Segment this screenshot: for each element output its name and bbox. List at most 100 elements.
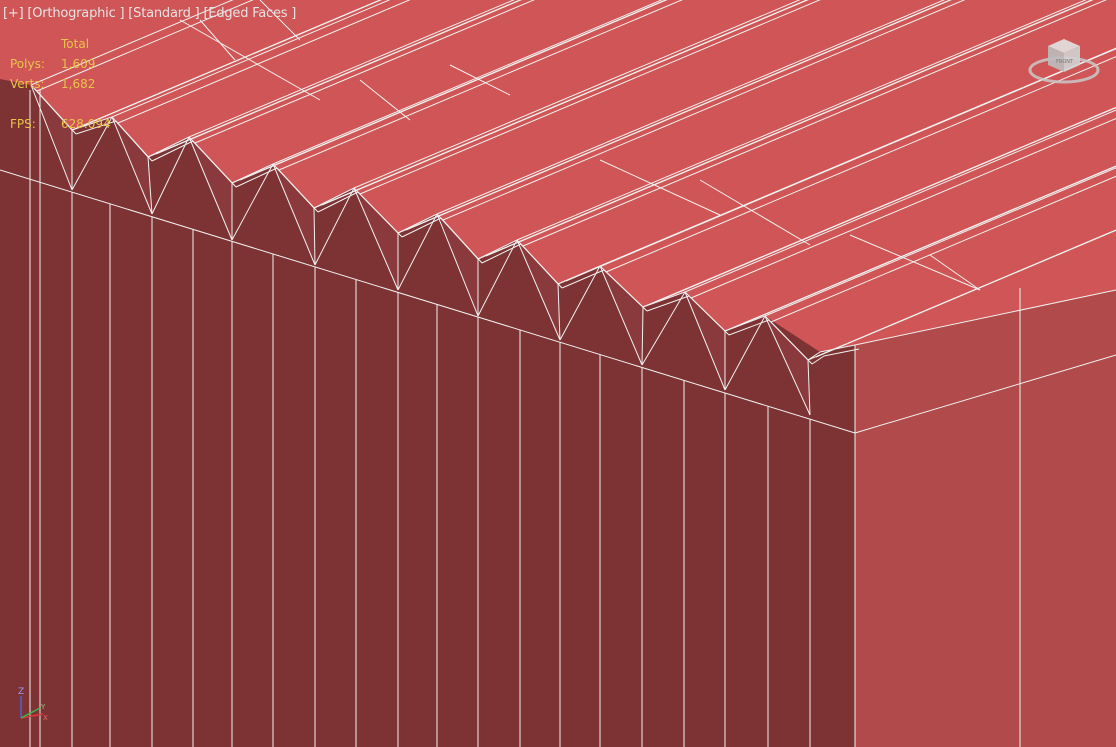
eave-edge [481,243,522,264]
axis-y-label: Y [40,703,46,711]
eave-edge [440,217,483,264]
eave-edge [75,120,117,135]
eave-edge [561,269,605,289]
verts-label: Verts: [10,77,45,91]
corrugation-edge [477,239,518,317]
roof-ridge-edge [436,0,946,215]
plank-seam-edge [699,179,811,246]
roof-valley-edge [565,48,1116,282]
roof-valley-edge [650,107,1116,305]
right-wall-top-edge [854,289,1116,346]
roof-valley-edge [732,165,1116,329]
corrugation-edge [231,163,274,241]
corrugation-edge [71,116,113,191]
corrugation-edge [684,291,726,391]
roof-valley-edge [485,0,1094,257]
plank-seam-edge [599,159,721,216]
plank-seam-edge [179,19,321,101]
roof-ridge-edge [272,0,663,165]
right-wall-face [855,290,1116,747]
corrugation-edge [111,116,153,215]
roof-valley-edge [239,0,668,181]
eave-edge [646,295,690,312]
corrugation-edge [724,315,766,391]
eave-edge [34,88,77,135]
polys-label: Polys: [10,57,45,71]
corrugation-edge [764,315,811,416]
eave-edge [811,355,825,365]
corrugation-edge [353,187,399,291]
eave-edge [401,217,442,238]
corrugation-edge [599,265,643,366]
corrugation-edge [559,265,601,341]
edged-faces-button[interactable]: [Edged Faces ] [203,6,297,21]
roof-valley-edge [155,0,523,155]
wall-seam-edge [854,354,1116,434]
eave-edge [192,140,237,188]
wall-seam-edge [0,169,856,434]
plank-seam-edge [449,64,511,96]
roof-top-face [0,0,1116,352]
axis-z-label: Z [18,687,24,697]
roof-ridge-edge [684,109,1116,293]
corrugation-edge [151,136,190,215]
roof-ridge-edge [516,0,1087,241]
viewport-menu-button[interactable]: [+] [3,6,24,21]
axis-tripod-icon: Z X Y [18,687,48,722]
polys-value: 1,609 [61,57,96,71]
plank-seam-edge [199,19,236,61]
eave-edge [520,243,563,289]
stats-total-label: Total [61,37,90,51]
axis-x-label: X [43,714,48,722]
eave-edge [819,344,856,353]
corrugation-edge [436,213,479,317]
corrugation-edge [641,306,644,366]
roof-ridge-edge [278,0,683,171]
view-type-button[interactable]: [Orthographic ] [27,6,125,21]
roof-ridge-edge [522,0,1107,247]
viewport-label: [+] [Orthographic ] [Standard ] [Edged F… [3,6,296,21]
eave-edge [115,120,153,162]
roof-ridge-edge [442,0,966,221]
eave-edge [688,295,730,336]
corrugation-edge [557,283,561,341]
roof-ridge-edge [111,0,391,118]
eave-edge [357,191,403,238]
corrugation-edge [147,156,153,215]
eave-edge [151,140,194,162]
roof-ridge-edge [599,47,1116,267]
corrugation-edge [272,163,316,266]
plank-seam-edge [849,234,981,291]
roof-ridge-edge [764,167,1116,317]
corrugation-edge [516,239,561,341]
viewcube-face-label: FRONT [1056,59,1074,65]
corrugation-edge [397,213,438,291]
roof-ridge-edge [36,0,254,92]
corrugation-edge [188,136,233,241]
plank-seam-edge [359,79,411,121]
fps-value: 628.094 [61,117,111,131]
corrugation-edge [313,207,316,266]
eave-edge [728,319,770,336]
roof-ridge-edge [359,0,821,195]
eave-edge [276,167,319,213]
eave-edge [317,191,359,213]
roof-ridge-edge [30,0,234,86]
roof-ridge-edge [770,175,1116,323]
roof-ridge-edge [188,0,515,138]
roof-valley-edge [815,229,1116,358]
roof-ridge-edge [353,0,801,189]
plank-seam-edge [259,0,301,41]
shading-mode-button[interactable]: [Standard ] [128,6,200,21]
roof-ridge-edge [117,0,411,124]
plank-seam-edge [929,254,981,291]
eave-edge [823,348,860,357]
eave-edge [768,319,813,365]
eave-edge [235,167,278,188]
viewcube-icon[interactable]: FRONT [1026,36,1102,88]
roof-valley-edge [405,0,953,231]
roof-ridge-edge [690,118,1116,299]
roof-valley-edge [321,0,809,206]
